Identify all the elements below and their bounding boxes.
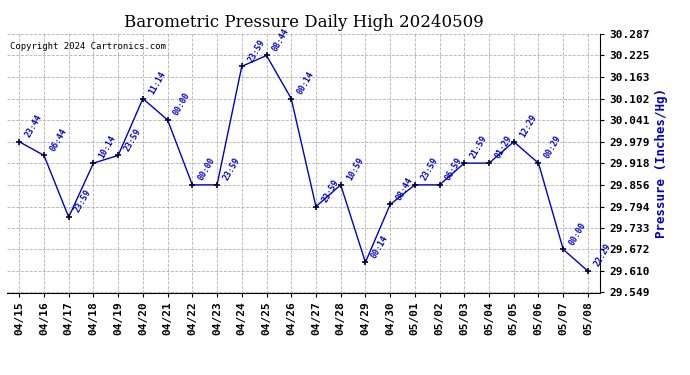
Text: 06:59: 06:59 [444,156,464,182]
Text: 08:44: 08:44 [394,176,415,202]
Text: 08:44: 08:44 [270,27,291,53]
Text: 23:59: 23:59 [221,156,242,182]
Text: 22:29: 22:29 [592,242,613,268]
Text: 10:14: 10:14 [97,134,118,160]
Text: 10:59: 10:59 [345,156,365,182]
Text: 23:59: 23:59 [246,38,266,64]
Text: 00:29: 00:29 [542,134,563,160]
Text: 00:14: 00:14 [295,70,316,96]
Text: 23:59: 23:59 [122,126,143,153]
Text: 23:59: 23:59 [73,188,93,214]
Text: 12:29: 12:29 [518,113,538,139]
Text: 23:44: 23:44 [23,113,43,139]
Text: 21:59: 21:59 [469,134,489,160]
Text: 23:59: 23:59 [419,156,440,182]
Text: 00:14: 00:14 [370,233,390,260]
Text: 00:00: 00:00 [197,156,217,182]
Text: Copyright 2024 Cartronics.com: Copyright 2024 Cartronics.com [10,42,166,51]
Text: 01:29: 01:29 [493,134,513,160]
Text: 23:59: 23:59 [320,178,340,204]
Title: Barometric Pressure Daily High 20240509: Barometric Pressure Daily High 20240509 [124,14,484,31]
Text: 11:14: 11:14 [147,70,168,96]
Text: 00:00: 00:00 [172,91,192,117]
Y-axis label: Pressure (Inches/Hg): Pressure (Inches/Hg) [656,88,669,238]
Text: 06:44: 06:44 [48,126,68,153]
Text: 00:00: 00:00 [567,220,588,247]
